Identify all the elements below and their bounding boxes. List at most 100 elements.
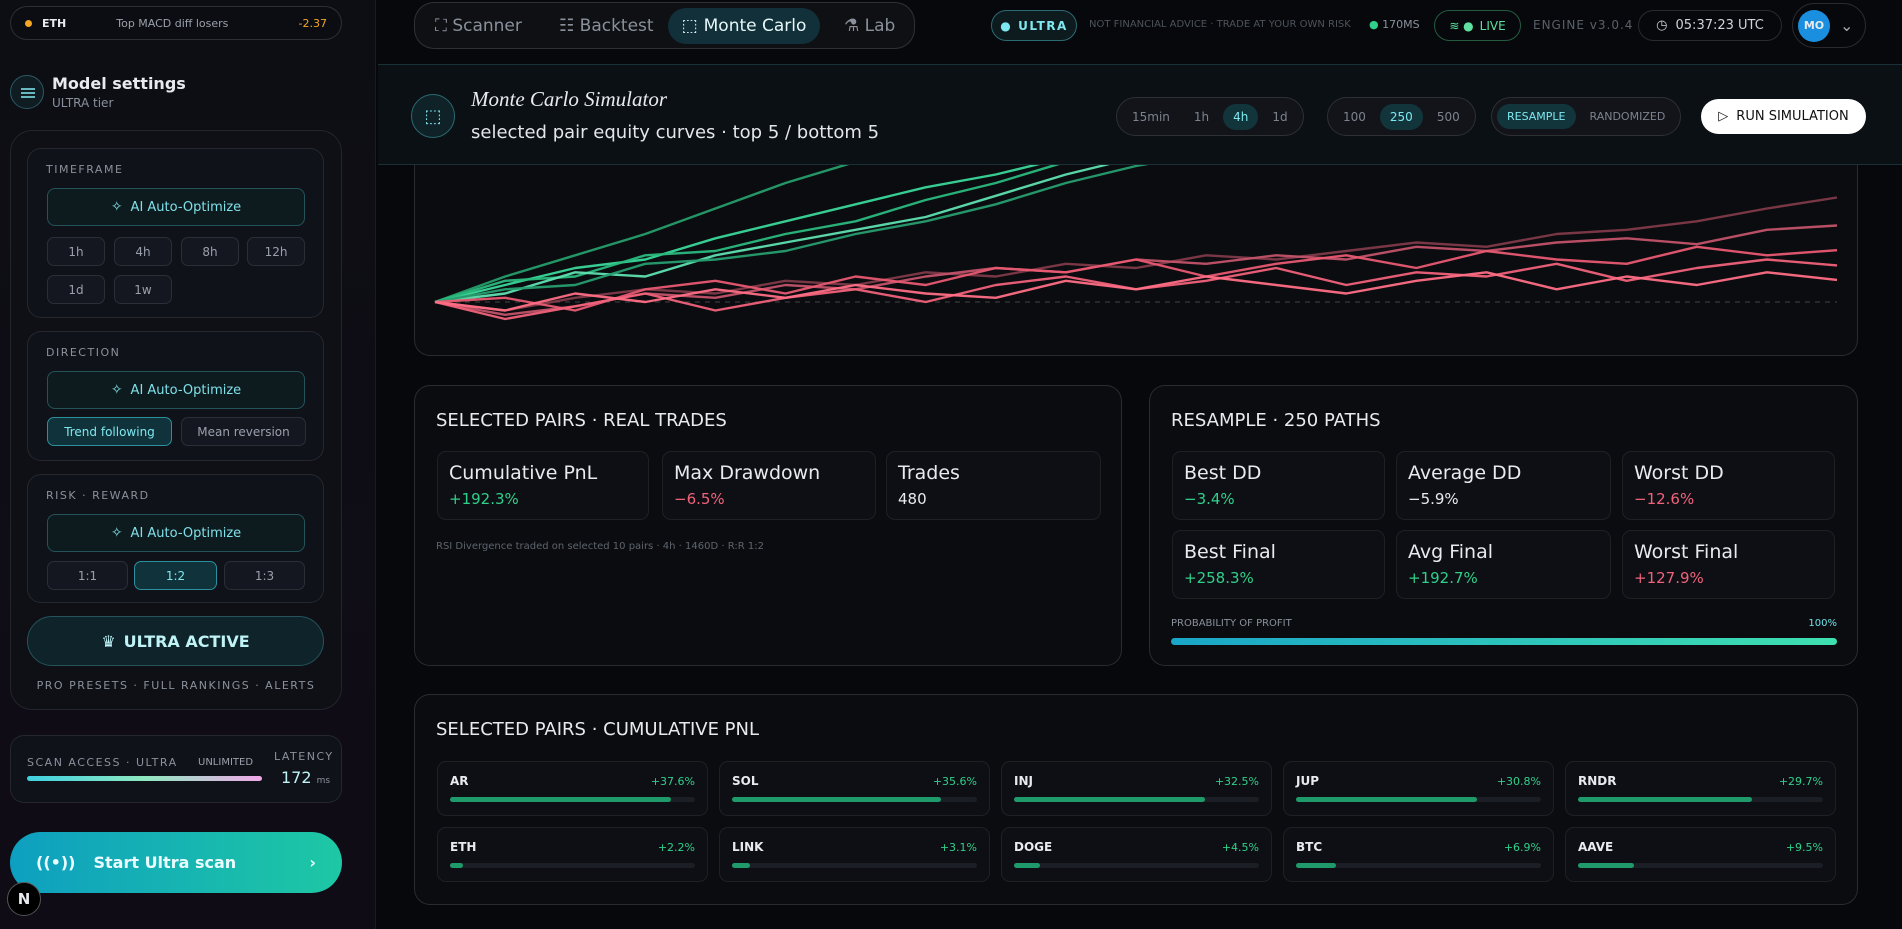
seg-option[interactable]: 1d [1272,109,1288,124]
real-trades-panel: SELECTED PAIRS · REAL TRADES RSI Diverge… [414,385,1122,666]
tab[interactable]: ⚗ Lab [844,16,896,36]
option[interactable]: Mean reversion [181,417,306,446]
pair-name: DOGE [1014,840,1053,854]
account[interactable]: MO ⌄ [1792,3,1866,48]
dot [25,19,32,27]
prob-track [1171,638,1837,645]
pair-card: ETH +2.2% [437,827,708,882]
tab[interactable]: ☷ Backtest [559,16,654,36]
stat: Avg Final +192.7% [1396,530,1611,599]
option[interactable]: Trend following [47,417,172,446]
pair-pnl: +37.6% [650,775,695,788]
pair-bar [1014,863,1041,868]
start-scan[interactable]: ((•)) Start Ultra scan › [10,832,342,893]
stat-value: −12.6% [1634,490,1695,508]
nav: ⛶ Scanner ☷ Backtest ⬚ Monte Carlo ⚗ Lab [414,2,915,49]
tab-active[interactable]: ⬚ Monte Carlo [668,8,820,44]
engine: ENGINE v3.0.4 [1533,18,1634,32]
option[interactable]: 12h [247,237,305,266]
panel-title: SELECTED PAIRS · CUMULATIVE PNL [436,719,760,740]
equity-curve [434,131,1365,304]
option[interactable]: 8h [181,237,239,266]
pair-track [1296,863,1541,868]
mode-seg: RESAMPLE RANDOMIZED [1491,97,1682,136]
scan-card: SCAN ACCESS · ULTRA UNLIMITED LATENCY 17… [10,735,342,803]
sidebar-subtitle: ULTRA tier [52,96,114,110]
stat-label: Worst DD [1634,462,1724,484]
pair-name: BTC [1296,840,1323,854]
stat: Worst DD −12.6% [1622,451,1835,520]
pair-card: LINK +3.1% [719,827,990,882]
equity-curve [434,245,1838,312]
stat-label: Best Final [1184,541,1276,563]
tab[interactable]: ⛶ Scanner [435,16,522,36]
auto-label: AI Auto-Optimize [130,382,242,398]
seg-option[interactable]: 15min [1132,109,1170,124]
auto-optimize[interactable]: ✧ AI Auto-Optimize [47,371,305,409]
seg-option[interactable]: 100 [1343,109,1366,124]
option[interactable]: 1:2 [134,561,217,590]
pair-track [732,863,977,868]
pair-pnl: +2.2% [657,841,695,854]
pair-name: AR [450,774,469,788]
badge[interactable]: N [7,882,41,916]
stat: Average DD −5.9% [1396,451,1611,520]
seg-option[interactable]: 4h [1223,103,1259,130]
ultra-button[interactable]: ♛ ULTRA ACTIVE [27,616,324,666]
auto-label: AI Auto-Optimize [130,525,242,541]
option[interactable]: 4h [114,237,172,266]
header-icon: ⬚ [411,94,455,138]
pair-bar [1014,797,1205,802]
pair-pnl: +6.9% [1503,841,1541,854]
seg-option[interactable]: RANDOMIZED [1589,110,1666,123]
sparkle: ✧ [110,525,123,541]
auto-optimize[interactable]: ✧ AI Auto-Optimize [47,188,305,226]
stat-value: +258.3% [1184,569,1254,587]
pair-bar [732,863,751,868]
note: RSI Divergence traded on selected 10 pai… [436,541,764,552]
equity-curve [434,271,1838,312]
panel-title: RESAMPLE · 250 PATHS [1171,410,1381,431]
seg-option[interactable]: 500 [1436,109,1460,124]
pair-card: AR +37.6% [437,761,708,816]
pair-track [1014,863,1259,868]
group-label: RISK · REWARD [46,489,150,502]
sidebar-title: Model settings [52,74,186,93]
clock: ◷ 05:37:23 UTC [1638,10,1782,41]
pair-bar [732,797,941,802]
pair-name: INJ [1014,774,1033,788]
ticker-value: -2.37 [298,16,327,30]
latency-unit: ms [316,776,331,786]
stat: Cumulative PnL +192.3% [437,451,649,520]
run-label: RUN SIMULATION [1736,109,1849,124]
group-direction: DIRECTION ✧ AI Auto-Optimize Trend followin… [27,331,324,461]
resample-panel: RESAMPLE · 250 PATHS PROBABILITY OF PROF… [1149,385,1858,666]
pair-name: RNDR [1578,774,1617,788]
header-subtitle: selected pair equity curves · top 5 / bo… [471,122,880,143]
option[interactable]: 1w [114,275,172,304]
pair-pnl: +35.6% [932,775,977,788]
latency: 172 ms [281,768,330,787]
disclaimer: NOT FINANCIAL ADVICE · TRADE AT YOUR OWN… [1089,19,1351,30]
avatar: MO [1798,9,1830,42]
stat: Worst Final +127.9% [1622,530,1835,599]
pair-pnl: +30.8% [1496,775,1541,788]
option[interactable]: 1:3 [224,561,305,590]
pair-card: DOGE +4.5% [1001,827,1272,882]
ticker[interactable]: ETH Top MACD diff losers -2.37 [10,6,342,40]
option[interactable]: 1:1 [47,561,128,590]
header: ⬚ Monte Carlo Simulator selected pair eq… [378,64,1902,165]
auto-optimize[interactable]: ✧ AI Auto-Optimize [47,514,305,552]
ticker-label: Top MACD diff losers [116,16,229,30]
stat-label: Cumulative PnL [449,462,598,484]
option[interactable]: 1h [47,237,105,266]
seg-option[interactable]: 250 [1379,103,1423,130]
ultra-label: ULTRA ACTIVE [123,631,250,651]
live: ≋ ● LIVE [1434,10,1521,41]
seg-option[interactable]: RESAMPLE [1497,104,1576,129]
option[interactable]: 1d [47,275,105,304]
run-button[interactable]: ▷ RUN SIMULATION [1701,99,1866,134]
pair-pnl: +4.5% [1221,841,1259,854]
sparkle: ✧ [110,199,123,215]
seg-option[interactable]: 1h [1193,109,1210,124]
